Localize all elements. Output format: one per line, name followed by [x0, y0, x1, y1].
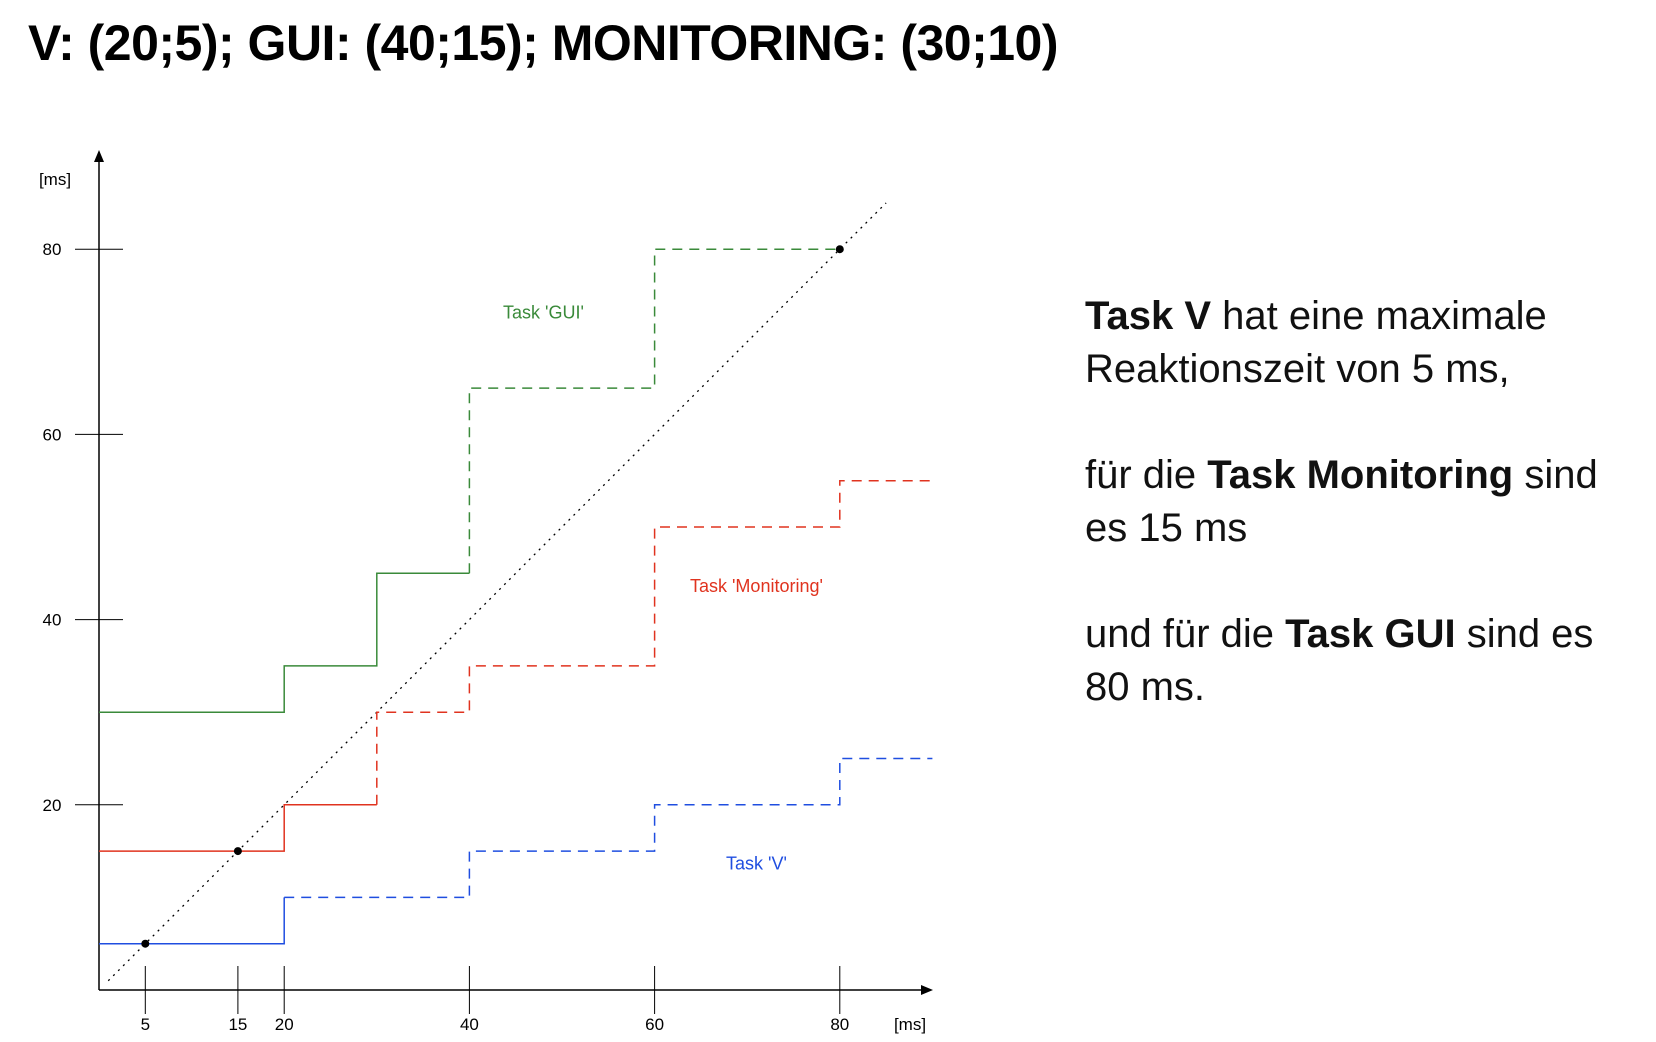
y-tick-label: 20	[43, 796, 62, 815]
y-tick-label: 80	[43, 240, 62, 259]
reaction-time-chart: 5 15 20 40 60 80 20 40 60 80 [ms] [ms] Task 'GUI' Ta…	[39, 150, 933, 1034]
axes	[94, 150, 933, 995]
y-axis-arrow	[94, 150, 104, 162]
body-text: hat eine maximale Reaktionszeit von 5 ms…	[1085, 294, 1547, 391]
marker-point	[233, 847, 242, 856]
marker-point	[835, 245, 844, 254]
x-tick-label: 80	[830, 1015, 849, 1034]
series-gui-label: Task 'GUI'	[503, 303, 584, 323]
marker-point	[141, 939, 150, 948]
y-axis-unit: [ms]	[39, 170, 71, 189]
explanation-text: Task V hat eine maximale Reaktionszeit v…	[1085, 290, 1645, 767]
y-tick-label: 60	[43, 425, 62, 444]
body-text: sind es 80 ms.	[1085, 612, 1594, 709]
x-tick-label: 5	[141, 1015, 150, 1034]
emphasis-text: Task Monitoring	[1207, 453, 1514, 497]
series-v-solid	[99, 897, 285, 945]
labels: [ms] [ms] Task 'GUI' Task 'Monitoring' Task …	[39, 170, 926, 1034]
ticks: 5 15 20 40 60 80 20 40 60 80	[43, 240, 850, 1034]
explanation-paragraph: Task V hat eine maximale Reaktionszeit v…	[1085, 290, 1645, 396]
body-text: und für die	[1085, 612, 1286, 656]
body-text: sind es 15 ms	[1085, 453, 1598, 550]
page-title: V: (20;5); GUI: (40;15); MONITORING: (30…	[28, 15, 1059, 71]
y-tick-label: 40	[43, 611, 62, 630]
series-gui-solid	[99, 572, 470, 713]
series-monitoring-solid	[99, 804, 377, 852]
explanation-paragraph: und für die Task GUI sind es 80 ms.	[1085, 608, 1645, 714]
emphasis-text: Task V	[1085, 294, 1211, 338]
x-axis-arrow	[921, 985, 933, 995]
series-v-label: Task 'V'	[726, 854, 787, 874]
series-v-dashed	[284, 757, 933, 899]
body-text: für die	[1085, 453, 1208, 497]
x-tick-label: 20	[275, 1015, 294, 1034]
x-tick-label: 15	[228, 1015, 247, 1034]
series-monitoring-label: Task 'Monitoring'	[690, 576, 823, 596]
series-monitoring-dashed	[376, 479, 933, 805]
series-gui-dashed	[468, 248, 840, 574]
emphasis-text: Task GUI	[1285, 612, 1456, 656]
x-axis-unit: [ms]	[894, 1015, 926, 1034]
series-lines	[99, 202, 933, 982]
x-tick-label: 60	[645, 1015, 664, 1034]
x-tick-label: 40	[460, 1015, 479, 1034]
explanation-paragraph: für die Task Monitoring sind es 15 ms	[1085, 449, 1645, 555]
